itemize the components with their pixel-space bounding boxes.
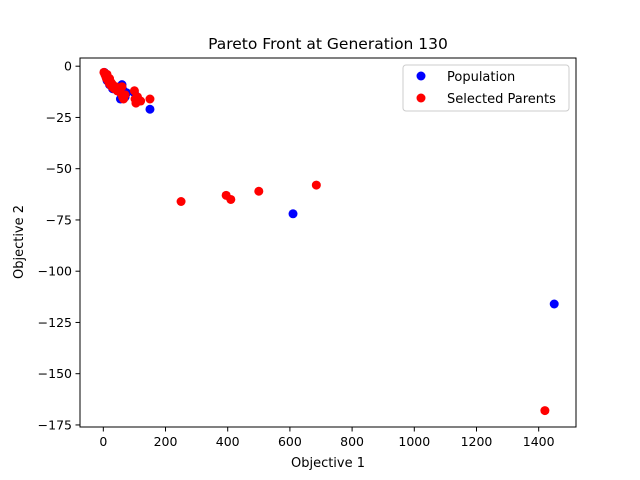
x-tick-label: 1400 — [523, 434, 555, 449]
legend-box — [402, 64, 570, 112]
data-point — [311, 180, 321, 190]
data-point — [540, 406, 550, 416]
data-point — [288, 209, 298, 219]
y-tick-label: −125 — [38, 315, 72, 330]
legend-marker-population — [416, 71, 426, 81]
y-tick-label: −150 — [38, 366, 72, 381]
plot-frame — [79, 57, 577, 428]
x-tick-label: 200 — [154, 434, 178, 449]
x-axis: 0 200 400 600 800 1000 1200 1400 — [99, 427, 555, 449]
y-tick-label: −100 — [38, 264, 72, 279]
y-tick-label: 0 — [64, 59, 72, 74]
y-tick-label: −175 — [38, 417, 72, 432]
x-axis-label: Objective 1 — [291, 456, 365, 471]
x-tick-label: 800 — [340, 434, 364, 449]
x-tick-label: 1200 — [461, 434, 493, 449]
data-point — [176, 197, 186, 206]
x-tick-label: 600 — [278, 434, 302, 449]
y-tick-label: −25 — [46, 110, 72, 125]
data-point — [145, 104, 155, 114]
data-point — [226, 194, 236, 204]
legend-label-selected-parents: Selected Parents — [447, 92, 556, 107]
data-point — [145, 94, 155, 104]
y-tick-label: −50 — [46, 161, 72, 176]
data-point — [254, 186, 264, 196]
data-point — [136, 96, 146, 106]
x-tick-label: 0 — [99, 434, 107, 449]
data-point — [117, 82, 127, 92]
y-axis: 0 −25 −50 −75 −100 −125 −150 −175 — [38, 59, 80, 432]
series-selected-parents — [99, 67, 550, 416]
x-tick-label: 1000 — [398, 434, 430, 449]
data-point — [549, 299, 559, 309]
x-tick-label: 400 — [216, 434, 240, 449]
y-tick-label: −75 — [46, 212, 72, 227]
y-axis-label: Objective 2 — [12, 205, 27, 279]
chart-title: Pareto Front at Generation 130 — [208, 35, 448, 53]
legend: Population Selected Parents — [402, 64, 570, 112]
plot-area — [99, 67, 559, 416]
data-point — [120, 90, 130, 100]
legend-marker-selected-parents — [416, 93, 426, 103]
legend-label-population: Population — [447, 70, 515, 85]
